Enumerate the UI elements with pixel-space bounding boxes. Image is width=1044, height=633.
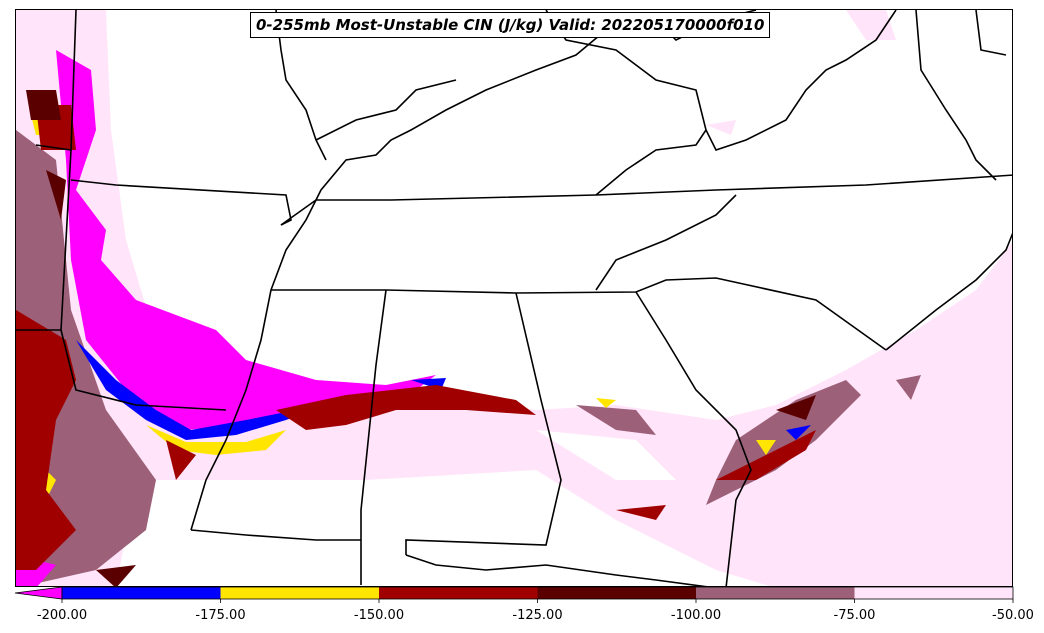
cin-unshaded-areas bbox=[116, 430, 770, 586]
map-panel bbox=[15, 9, 1013, 587]
colorbar-segment bbox=[379, 587, 538, 599]
boundary-lines bbox=[16, 10, 1012, 586]
colorbar-tick-label: -150.00 bbox=[353, 608, 405, 623]
map-title: 0-255mb Most-Unstable CIN (J/kg) Valid: … bbox=[250, 12, 771, 38]
colorbar-tick-label: -100.00 bbox=[670, 608, 722, 623]
cin-map bbox=[16, 10, 1012, 586]
colorbar-segment bbox=[854, 587, 1013, 599]
cin-contour-maroon bbox=[26, 90, 816, 586]
colorbar-tick-label: -75.00 bbox=[833, 608, 876, 623]
colorbar-segment bbox=[696, 587, 855, 599]
colorbar-extend-min bbox=[14, 586, 63, 600]
colorbar-segment bbox=[62, 587, 221, 599]
colorbar-segment bbox=[537, 587, 696, 599]
cin-contour-dark-red bbox=[16, 105, 816, 570]
colorbar-tick-label: -175.00 bbox=[195, 608, 246, 623]
colorbar-segment bbox=[220, 587, 379, 599]
colorbar bbox=[14, 586, 1014, 603]
colorbar-tick-label: -200.00 bbox=[36, 608, 88, 623]
colorbar-tick-label: -50.00 bbox=[992, 608, 1034, 623]
colorbar-tick-label: -125.00 bbox=[512, 608, 563, 623]
